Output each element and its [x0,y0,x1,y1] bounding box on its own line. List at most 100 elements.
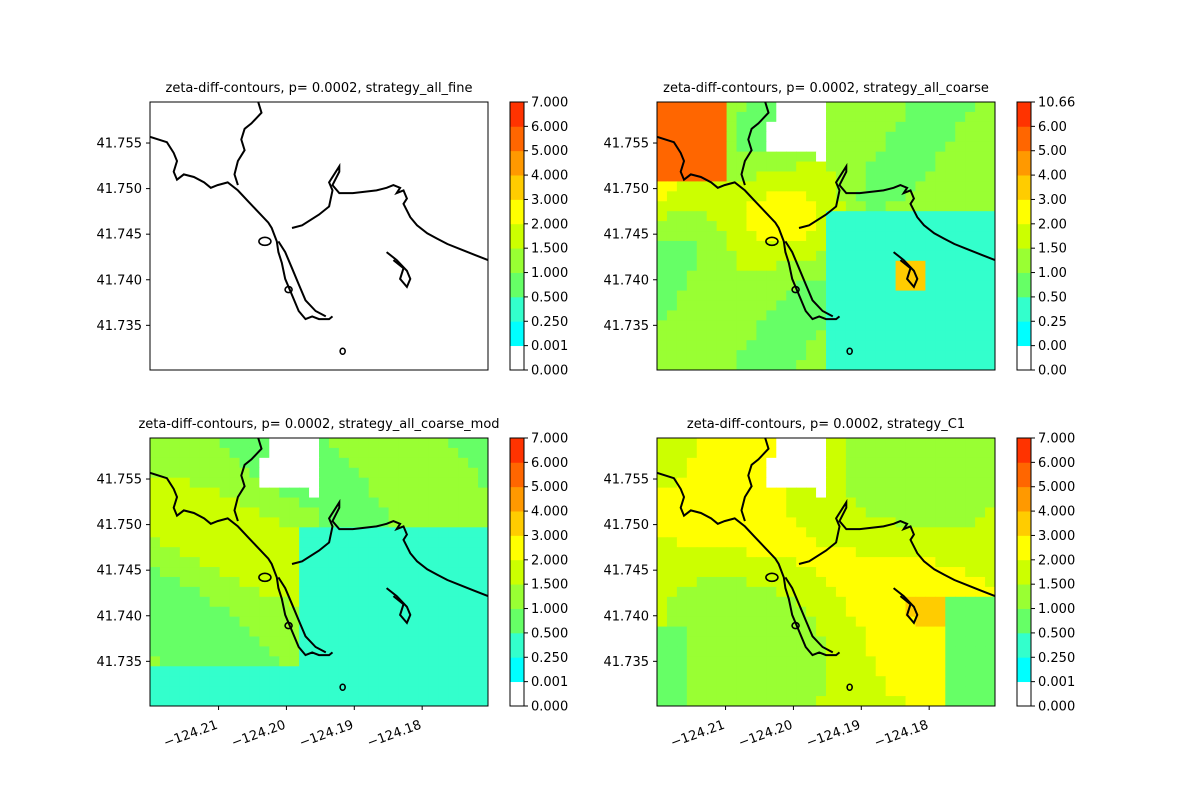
field-cell [806,576,817,588]
field-cell [726,201,738,212]
field-cell [159,547,171,558]
field-cell [478,477,488,489]
field-cell [945,567,956,578]
field-cell [428,507,439,519]
field-cell [736,290,748,302]
field-cell [726,260,738,272]
field-cell [786,161,797,173]
field-cell [716,171,728,183]
field-cell [756,280,767,292]
field-cell [269,438,280,449]
field-cell [458,696,469,706]
field-cell [975,280,986,292]
field-cell [746,320,758,331]
field-cell [676,102,688,113]
y-tick-label: 41.745 [97,228,143,243]
field-cell [925,161,936,173]
field-cell [199,507,211,519]
field-cell [229,686,241,697]
field-cell [249,576,260,588]
field-cell [229,438,241,449]
field-cell [925,517,936,528]
field-cell [666,557,678,568]
field-cell [955,477,966,489]
field-cell [657,586,668,598]
field-cell [368,606,380,618]
field-cell [716,141,728,153]
field-cell [885,310,897,321]
field-cell [835,211,847,222]
field-cell [806,686,817,697]
field-cell [299,567,310,578]
field-cell [696,586,708,598]
field-cell [736,477,748,489]
field-cell [199,457,211,469]
colorbar-bin [1017,681,1031,707]
field-cell [448,666,459,677]
field-cell [965,626,976,638]
field-cell [875,191,887,202]
field-cell [438,438,449,449]
field-cell [905,310,917,321]
field-cell [826,131,837,143]
island-1 [765,236,779,247]
field-cell [955,586,966,598]
field-cell [796,507,807,519]
island-3 [339,683,346,692]
field-cell [358,646,370,657]
field-cell [786,457,797,469]
field-cell [388,517,400,528]
field-cell [835,696,847,706]
field-cell [885,438,897,449]
field-cell [328,596,340,608]
field-cell [925,360,936,370]
field-cell [905,676,917,687]
field-cell [259,447,270,459]
field-cell [885,676,897,687]
field-cell [855,221,867,232]
field-cell [398,447,410,459]
field-cell [776,656,787,667]
field-cell [925,191,936,202]
field-cell [716,250,728,262]
field-cell [199,557,211,568]
field-cell [875,171,887,183]
field-cell [666,517,678,528]
field-cell [885,330,897,341]
field-cell [845,447,857,459]
field-cell [219,626,231,638]
field-cell [169,457,181,469]
field-cell [418,686,429,697]
field-cell [358,457,370,469]
field-cell [199,527,211,538]
colorbar-bin [510,438,524,463]
field-cell [279,636,290,648]
field-cell [468,497,479,509]
colorbar-bin [1017,223,1031,249]
field-cell [736,141,748,153]
field-cell [875,547,887,558]
field-cell [865,211,877,222]
field-cell [666,686,678,697]
field-cell [905,360,917,370]
field-cell [915,300,927,312]
coastline-2 [784,576,834,654]
field-cell [796,330,807,341]
field-cell [965,487,976,499]
field-cell [418,696,429,706]
field-cell [726,151,738,163]
colorbar-tick-label: 4.000 [531,169,568,184]
field-cell [219,517,231,528]
field-cell [756,240,767,252]
field-cell [726,250,738,262]
field-cell [676,547,688,558]
field-cell [468,547,479,558]
field-cell [239,547,251,558]
colorbar-bin [1017,345,1031,371]
field-cell [806,696,817,706]
field-cell [806,231,817,242]
field-cell [309,656,320,667]
field-cell [199,606,211,618]
field-cell [219,596,231,608]
field-cell [150,467,161,479]
